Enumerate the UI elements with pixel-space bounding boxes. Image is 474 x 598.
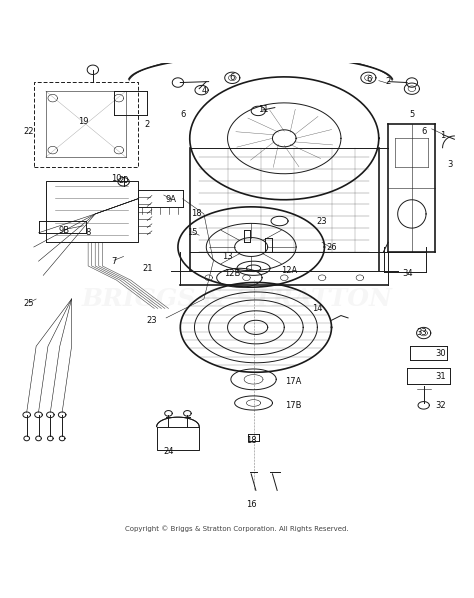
Text: 23: 23 xyxy=(317,216,328,225)
Text: 6: 6 xyxy=(421,127,427,136)
Text: 1: 1 xyxy=(440,132,445,141)
Text: 16: 16 xyxy=(246,500,256,509)
Text: 3: 3 xyxy=(447,160,452,169)
Text: 34: 34 xyxy=(402,269,412,277)
Text: 10: 10 xyxy=(111,174,122,183)
Text: 21: 21 xyxy=(142,264,153,273)
Text: 12A: 12A xyxy=(281,266,297,275)
Text: 14: 14 xyxy=(312,304,323,313)
Text: 20: 20 xyxy=(118,176,129,185)
Text: 2: 2 xyxy=(145,120,150,129)
Text: 18: 18 xyxy=(246,437,256,446)
Text: 17A: 17A xyxy=(285,377,302,386)
Text: 8: 8 xyxy=(85,228,91,237)
Text: 24: 24 xyxy=(163,447,174,456)
Text: 33: 33 xyxy=(416,328,427,337)
Text: 18: 18 xyxy=(191,209,202,218)
Text: 31: 31 xyxy=(435,373,446,382)
Text: 19: 19 xyxy=(78,117,89,126)
Text: 30: 30 xyxy=(435,349,446,358)
Text: 15: 15 xyxy=(187,228,197,237)
Text: 32: 32 xyxy=(435,401,446,410)
Text: 6: 6 xyxy=(180,110,185,119)
Text: 23: 23 xyxy=(146,316,157,325)
Text: BRIGGS & STRATTON: BRIGGS & STRATTON xyxy=(82,287,392,311)
Text: 6: 6 xyxy=(367,75,372,84)
Text: 2: 2 xyxy=(386,77,391,86)
Text: 17B: 17B xyxy=(285,401,302,410)
Text: 11: 11 xyxy=(258,105,268,114)
Text: 9A: 9A xyxy=(165,196,176,205)
Text: 22: 22 xyxy=(24,127,34,136)
Text: 25: 25 xyxy=(24,299,34,308)
Text: 26: 26 xyxy=(326,243,337,252)
Text: 13: 13 xyxy=(222,252,233,261)
Text: 4: 4 xyxy=(201,86,207,94)
Text: 5: 5 xyxy=(409,110,414,119)
Text: 6: 6 xyxy=(229,74,235,83)
Text: 12B: 12B xyxy=(224,269,240,277)
Text: 9B: 9B xyxy=(59,226,70,235)
Text: Copyright © Briggs & Stratton Corporation. All Rights Reserved.: Copyright © Briggs & Stratton Corporatio… xyxy=(125,525,349,532)
Text: 7: 7 xyxy=(111,257,117,266)
